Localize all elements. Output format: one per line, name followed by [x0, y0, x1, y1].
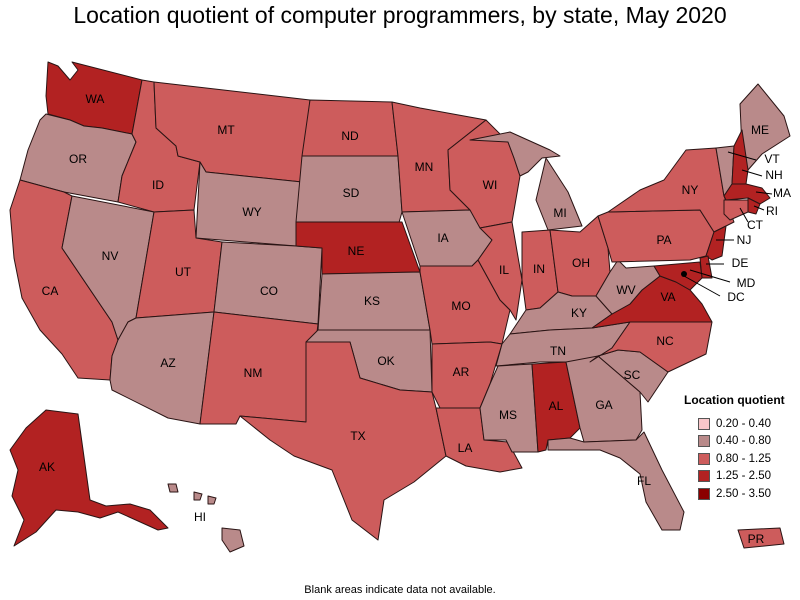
state-label-me: ME: [751, 123, 769, 137]
state-label-il: IL: [499, 263, 509, 277]
state-label-ma: MA: [773, 186, 791, 200]
state-label-az: AZ: [160, 356, 175, 370]
state-label-pr: PR: [748, 532, 765, 546]
state-label-nc: NC: [656, 334, 674, 348]
state-label-nv: NV: [102, 249, 119, 263]
legend-item: 0.20 - 0.40: [684, 415, 798, 433]
state-label-dc: DC: [727, 290, 745, 304]
leader-line-nh: [741, 169, 763, 177]
footnote: Blank areas indicate data not available.: [304, 584, 496, 596]
state-label-nh: NH: [765, 168, 782, 182]
state-dc-marker: [681, 271, 687, 277]
state-label-oh: OH: [572, 256, 590, 270]
state-label-in: IN: [533, 262, 545, 276]
leader-line-vt: [727, 151, 757, 161]
legend-range-label: 1.25 - 2.50: [716, 470, 771, 483]
state-hi: [167, 483, 245, 553]
leader-line-md: [689, 269, 731, 283]
state-label-fl: FL: [637, 474, 651, 488]
legend-swatch: [698, 470, 710, 483]
state-label-wi: WI: [483, 178, 498, 192]
state-md: [653, 261, 703, 291]
state-label-id: ID: [152, 178, 164, 192]
state-label-nj: NJ: [737, 233, 752, 247]
legend-swatch: [698, 417, 710, 430]
state-label-ms: MS: [499, 408, 517, 422]
state-label-sd: SD: [343, 186, 360, 200]
state-label-va: VA: [660, 290, 675, 304]
state-tx: [239, 341, 447, 541]
legend-item: 0.40 - 0.80: [684, 433, 798, 451]
state-label-ut: UT: [175, 265, 192, 279]
state-label-mo: MO: [451, 299, 470, 313]
state-ms: [479, 363, 539, 453]
state-mi: [469, 131, 583, 231]
legend-range-label: 0.40 - 0.80: [716, 435, 771, 448]
state-nc: [589, 321, 713, 373]
state-fl: [547, 431, 685, 531]
legend-swatch: [698, 435, 710, 448]
state-label-al: AL: [549, 399, 564, 413]
state-label-ak: AK: [39, 460, 55, 474]
legend-range-label: 2.50 - 3.50: [716, 487, 771, 500]
state-label-nd: ND: [341, 129, 359, 143]
legend-swatch: [698, 452, 710, 465]
state-wy: [195, 161, 303, 247]
leader-line-dc: [683, 275, 721, 297]
state-label-ct: CT: [747, 218, 764, 232]
state-label-mi: MI: [553, 206, 566, 220]
leader-line-ma: [755, 191, 773, 195]
legend-item: 2.50 - 3.50: [684, 485, 798, 503]
state-ct: [723, 199, 749, 221]
state-sd: [295, 155, 403, 227]
state-ak: [9, 409, 169, 547]
state-il: [477, 221, 523, 321]
state-label-hi: HI: [194, 510, 206, 524]
state-label-ca: CA: [42, 284, 59, 298]
legend-range-label: 0.20 - 0.40: [716, 417, 771, 430]
state-label-wa: WA: [86, 92, 105, 106]
state-label-ar: AR: [453, 365, 470, 379]
legend-swatch: [698, 487, 710, 500]
state-nj: [705, 225, 727, 261]
state-pr: [737, 527, 785, 549]
legend-item: 0.80 - 1.25: [684, 450, 798, 468]
state-label-ne: NE: [348, 244, 365, 258]
leader-line-ri: [753, 205, 765, 211]
map-title: Location quotient of computer programmer…: [73, 2, 727, 28]
state-label-sc: SC: [624, 368, 641, 382]
legend: Location quotient 0.20 - 0.40 0.40 - 0.80…: [684, 393, 798, 503]
state-label-md: MD: [737, 276, 756, 290]
state-label-mn: MN: [415, 160, 434, 174]
state-label-nm: NM: [244, 366, 263, 380]
state-label-wy: WY: [242, 205, 261, 219]
state-label-la: LA: [458, 441, 473, 455]
state-label-ks: KS: [364, 294, 380, 308]
state-nd: [301, 99, 399, 157]
state-label-ri: RI: [766, 204, 778, 218]
state-label-tx: TX: [350, 429, 365, 443]
state-label-or: OR: [69, 152, 87, 166]
state-label-ok: OK: [377, 354, 394, 368]
state-label-pa: PA: [656, 233, 671, 247]
legend-item: 1.25 - 2.50: [684, 468, 798, 486]
state-label-ny: NY: [682, 183, 699, 197]
legend-title: Location quotient: [684, 393, 785, 407]
state-co: [213, 241, 323, 325]
state-label-ky: KY: [571, 306, 587, 320]
state-label-mt: MT: [217, 123, 235, 137]
state-label-vt: VT: [764, 152, 780, 166]
state-label-wv: WV: [616, 283, 635, 297]
legend-items: 0.20 - 0.40 0.40 - 0.80 0.80 - 1.25 1.25 - …: [684, 415, 798, 503]
state-label-tn: TN: [550, 344, 566, 358]
state-label-ga: GA: [595, 398, 612, 412]
legend-range-label: 0.80 - 1.25: [716, 452, 771, 465]
state-wi: [447, 119, 521, 229]
state-label-co: CO: [260, 284, 278, 298]
leader-line-ct: [739, 207, 749, 223]
state-label-ia: IA: [437, 231, 448, 245]
state-label-de: DE: [732, 256, 749, 270]
state-ma: [723, 183, 771, 205]
